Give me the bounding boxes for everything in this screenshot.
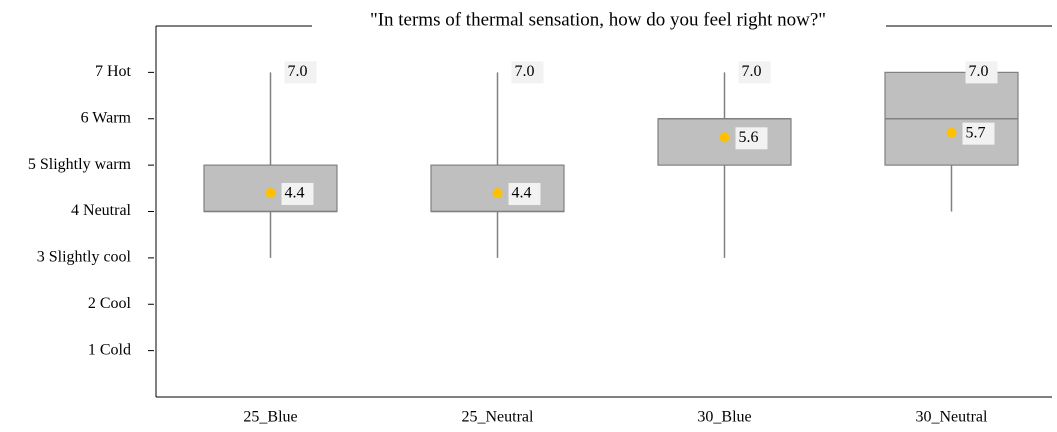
mean-dot bbox=[719, 132, 730, 143]
y-tick-label: 4 Neutral bbox=[71, 202, 132, 219]
label-bg bbox=[511, 61, 544, 84]
y-tick-label: 5 Slightly warm bbox=[28, 156, 132, 173]
label-bg bbox=[284, 61, 317, 84]
mean-dot bbox=[265, 187, 276, 198]
mean-dot bbox=[492, 187, 503, 198]
y-tick-label: 3 Slightly cool bbox=[37, 249, 132, 266]
max-label: 7.0 bbox=[515, 63, 535, 80]
mean-label: 5.7 bbox=[966, 124, 986, 141]
label-bg bbox=[962, 122, 995, 145]
label-bg bbox=[281, 182, 314, 205]
max-label: 7.0 bbox=[742, 63, 762, 80]
mean-dot bbox=[946, 127, 957, 138]
y-tick-label: 1 Cold bbox=[88, 341, 131, 358]
max-label: 7.0 bbox=[288, 63, 308, 80]
mean-label: 4.4 bbox=[285, 185, 305, 202]
x-tick-label: 30_Blue bbox=[697, 409, 751, 426]
label-bg bbox=[965, 61, 998, 84]
chart-title: "In terms of thermal sensation, how do y… bbox=[370, 9, 826, 30]
y-tick-label: 2 Cool bbox=[88, 295, 132, 312]
mean-label: 5.6 bbox=[739, 129, 759, 146]
label-bg bbox=[738, 61, 771, 84]
x-tick-label: 25_Neutral bbox=[462, 409, 535, 426]
label-bg bbox=[508, 182, 541, 205]
label-bg bbox=[735, 127, 768, 150]
x-tick-label: 30_Neutral bbox=[916, 409, 989, 426]
mean-label: 4.4 bbox=[512, 185, 532, 202]
y-tick-label: 7 Hot bbox=[95, 63, 132, 80]
y-tick-label: 6 Warm bbox=[81, 109, 132, 126]
max-label: 7.0 bbox=[969, 63, 989, 80]
x-tick-label: 25_Blue bbox=[243, 409, 297, 426]
